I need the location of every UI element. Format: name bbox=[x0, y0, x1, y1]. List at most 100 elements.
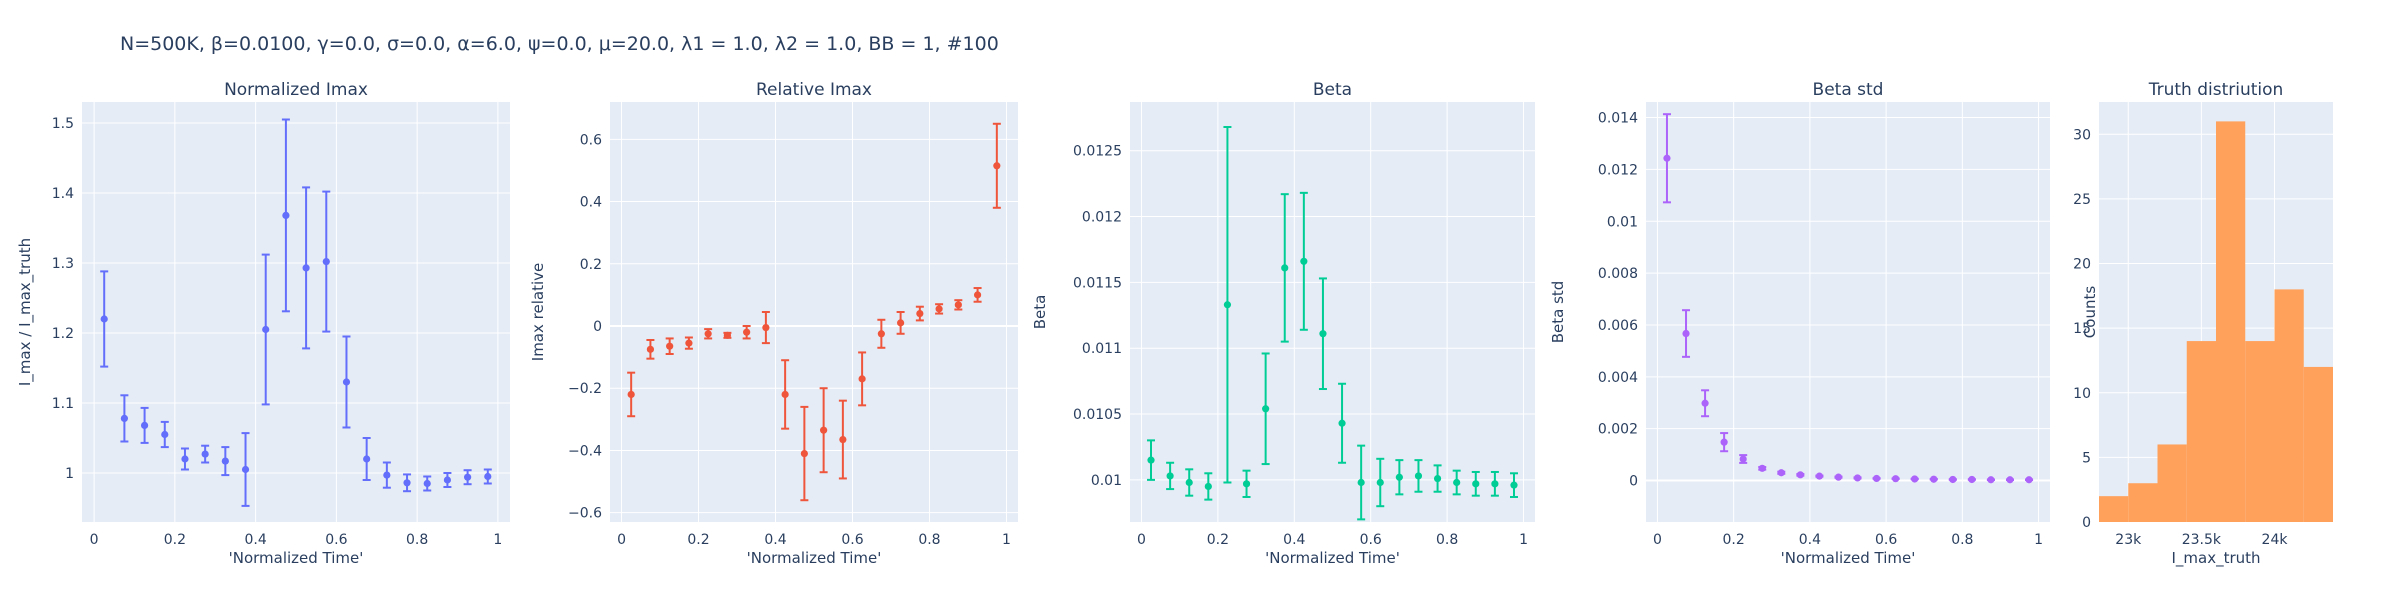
y-tick-label: 10 bbox=[2073, 386, 2091, 402]
marker bbox=[1453, 478, 1461, 487]
y-tick-label: 0.2 bbox=[580, 257, 602, 273]
data-point bbox=[1509, 472, 1518, 498]
y-tick-label: 0.011 bbox=[1082, 341, 1122, 357]
x-tick-label: 0.8 bbox=[1951, 532, 1973, 548]
y-axis-label: I_max / I_max_truth bbox=[16, 238, 35, 386]
marker bbox=[646, 345, 655, 353]
x-tick-label: 0 bbox=[1653, 532, 1662, 548]
y-tick-label: 0.012 bbox=[1082, 210, 1122, 226]
data-point bbox=[140, 406, 149, 444]
data-point bbox=[761, 311, 770, 345]
x-tick-label: 0.2 bbox=[1723, 532, 1745, 548]
subplot-truth-distribution: 23k 23.5k 24k 0 5 10 15 20 25 30 Truth distriution… bbox=[2073, 80, 2333, 568]
data-point bbox=[627, 371, 636, 418]
x-tick-label: 1 bbox=[493, 532, 502, 548]
marker bbox=[916, 309, 924, 318]
data-point bbox=[281, 118, 290, 313]
marker bbox=[241, 465, 250, 474]
data-point bbox=[1948, 475, 1957, 484]
y-tick-label: 0.004 bbox=[1598, 370, 1638, 386]
data-point bbox=[1739, 454, 1748, 464]
marker bbox=[1147, 456, 1155, 464]
marker bbox=[973, 291, 982, 299]
data-point bbox=[1834, 473, 1843, 481]
data-point bbox=[646, 339, 655, 360]
data-point bbox=[221, 446, 230, 477]
marker bbox=[1204, 482, 1212, 491]
y-tick-label: 0.0125 bbox=[1073, 144, 1122, 160]
plot-area bbox=[1130, 102, 1535, 522]
x-tick-label: 1 bbox=[1002, 532, 1011, 548]
data-point bbox=[1929, 475, 1938, 483]
x-tick-label: 0.6 bbox=[1360, 532, 1382, 548]
marker bbox=[1510, 481, 1518, 489]
data-point bbox=[302, 186, 311, 350]
marker bbox=[221, 457, 229, 465]
y-tick-label: 0.6 bbox=[580, 132, 602, 148]
marker bbox=[993, 162, 1001, 170]
data-point bbox=[160, 420, 169, 449]
marker bbox=[685, 339, 693, 347]
data-point bbox=[992, 122, 1001, 209]
data-point bbox=[100, 270, 109, 368]
x-tick-label: 0 bbox=[617, 532, 626, 548]
data-point bbox=[1777, 469, 1786, 477]
data-point bbox=[1891, 475, 1900, 483]
data-point bbox=[819, 387, 828, 474]
marker bbox=[781, 390, 789, 399]
marker bbox=[1796, 471, 1804, 479]
marker bbox=[181, 455, 189, 463]
y-tick-label: 5 bbox=[2082, 450, 2091, 466]
subplot-title: Beta bbox=[1313, 80, 1352, 100]
data-point bbox=[838, 399, 847, 480]
data-point bbox=[1395, 459, 1404, 496]
y-tick-label: 0.4 bbox=[580, 195, 602, 211]
marker bbox=[1663, 154, 1671, 162]
data-point bbox=[800, 405, 809, 502]
marker bbox=[1262, 405, 1270, 413]
marker bbox=[800, 449, 808, 458]
data-point bbox=[2005, 476, 2014, 484]
marker bbox=[1166, 472, 1174, 480]
data-point bbox=[120, 394, 129, 443]
data-point bbox=[1318, 277, 1327, 391]
data-point bbox=[1986, 476, 1995, 484]
marker bbox=[423, 479, 431, 488]
marker bbox=[1433, 474, 1442, 483]
marker bbox=[1853, 474, 1862, 482]
data-point bbox=[423, 475, 432, 492]
x-tick-label: 23k bbox=[2115, 532, 2142, 548]
data-point bbox=[1967, 475, 1976, 484]
data-point bbox=[1280, 193, 1289, 343]
marker bbox=[443, 476, 452, 484]
data-point bbox=[382, 461, 391, 489]
data-point bbox=[1701, 389, 1710, 418]
data-point bbox=[1414, 459, 1423, 493]
marker bbox=[839, 435, 847, 444]
x-axis-label: 'Normalized Time' bbox=[229, 549, 364, 567]
histogram-bar bbox=[2186, 341, 2216, 522]
y-tick-label: 0.0115 bbox=[1073, 275, 1122, 291]
x-tick-label: 0.6 bbox=[841, 532, 863, 548]
x-axis-label: 'Normalized Time' bbox=[1265, 549, 1400, 567]
y-tick-label: 0.014 bbox=[1598, 111, 1638, 127]
marker bbox=[897, 319, 905, 327]
plot-area bbox=[610, 102, 1018, 522]
marker bbox=[1185, 478, 1193, 487]
plot-area bbox=[1646, 102, 2050, 522]
marker bbox=[1911, 475, 1919, 483]
data-point bbox=[1720, 432, 1729, 453]
y-tick-label: 1.2 bbox=[52, 326, 74, 342]
marker bbox=[302, 264, 310, 272]
marker bbox=[342, 378, 351, 386]
marker bbox=[1777, 469, 1785, 477]
marker bbox=[140, 421, 149, 429]
marker bbox=[464, 473, 472, 481]
marker bbox=[704, 330, 712, 338]
y-tick-label: 0 bbox=[593, 319, 602, 335]
data-point bbox=[723, 331, 732, 339]
x-tick-label: 0 bbox=[1137, 532, 1146, 548]
y-tick-label: 1 bbox=[65, 466, 74, 482]
y-tick-label: 1.4 bbox=[52, 186, 74, 202]
plot-area bbox=[82, 102, 510, 522]
